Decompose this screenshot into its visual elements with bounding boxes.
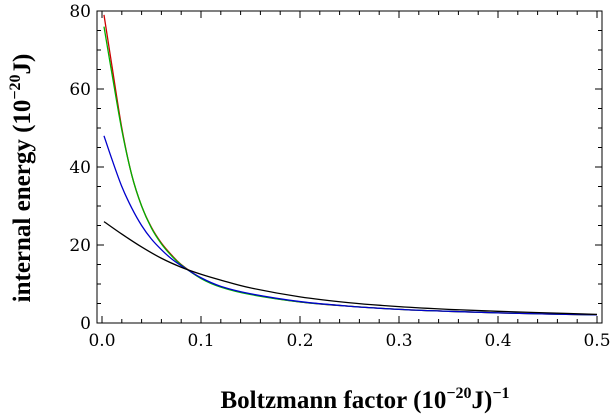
series-line-2 bbox=[103, 26, 598, 316]
x-axis-label-main: Boltzmann factor (10 bbox=[221, 387, 447, 414]
series-line-1 bbox=[103, 14, 598, 316]
series-line-4 bbox=[103, 221, 598, 316]
x-tick-label: 0.2 bbox=[286, 331, 313, 351]
series-line-3 bbox=[103, 135, 598, 316]
x-axis-label: Boltzmann factor (10−20J)−1 bbox=[221, 385, 510, 414]
y-axis-label: internal energy (10−20J) bbox=[7, 54, 36, 303]
x-tick-label: 0.1 bbox=[187, 331, 214, 351]
series-group bbox=[103, 14, 598, 316]
x-tick-label: 0.5 bbox=[583, 331, 610, 351]
x-axis-label-exponent-2: −1 bbox=[492, 385, 509, 402]
x-tick-label: 0.4 bbox=[484, 331, 511, 351]
y-axis-label-unit: J) bbox=[9, 54, 36, 75]
y-axis-label-main: internal energy (10 bbox=[9, 100, 36, 303]
y-axis-label-exponent: −20 bbox=[7, 74, 24, 99]
y-tick-label: 80 bbox=[69, 2, 91, 22]
y-tick-label: 20 bbox=[69, 236, 91, 256]
y-tick-label: 0 bbox=[80, 314, 91, 334]
y-tick-label: 60 bbox=[69, 80, 91, 100]
x-axis-label-exponent: −20 bbox=[446, 385, 471, 402]
x-tick-label: 0.0 bbox=[88, 331, 115, 351]
axis-ticks: 0.0 0.1 0.2 0.3 0.4 0.5 0 20 40 60 80 bbox=[69, 2, 610, 351]
x-axis-label-unit: J) bbox=[472, 387, 493, 414]
x-tick-label: 0.3 bbox=[385, 331, 412, 351]
plot-frame bbox=[96, 10, 603, 324]
y-tick-label: 40 bbox=[69, 158, 91, 178]
